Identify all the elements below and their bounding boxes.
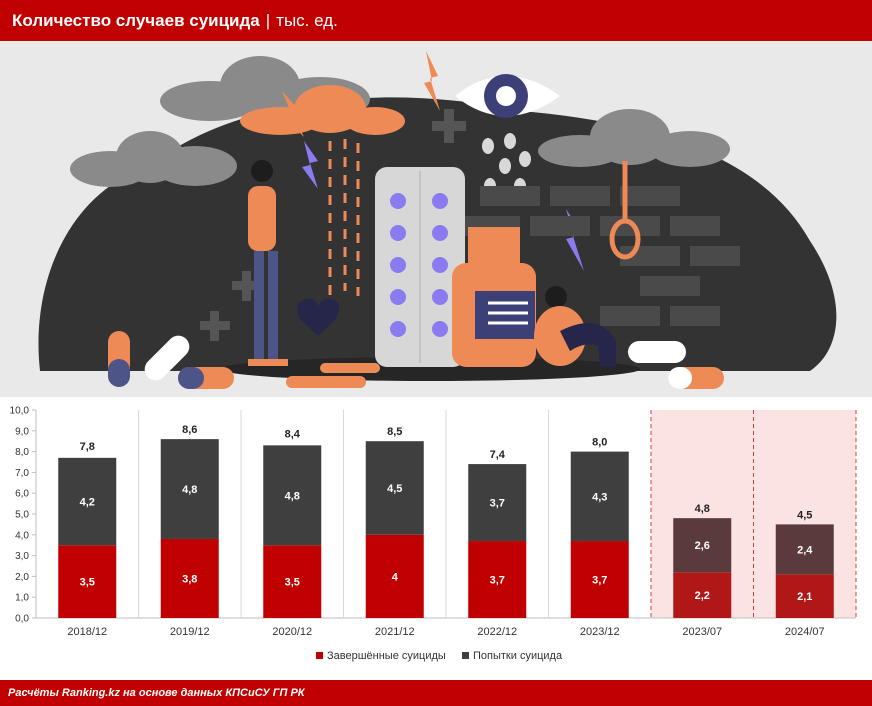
standing-person-icon [248,160,288,366]
data-label-attempts: 4,8 [182,484,197,496]
broken-heart-icon [297,298,340,336]
data-label-total: 7,4 [490,449,506,461]
bar-completed [263,545,322,618]
lightning-bolt-icon-4 [302,141,318,189]
bar-attempts [775,524,834,575]
data-label-completed: 3,8 [182,573,197,585]
x-tick-label: 2023/07 [682,626,722,638]
x-tick-label: 2018/12 [67,626,107,638]
data-label-completed: 2,2 [695,590,710,602]
x-tick-label: 2019/12 [170,626,210,638]
legend-swatch-completed [316,652,323,659]
y-tick-label: 9,0 [15,426,29,437]
bar-completed [570,541,629,618]
eye-icon [455,74,560,118]
data-label-total: 4,5 [797,509,812,521]
orange-puddles [286,363,380,388]
y-tick-label: 4,0 [15,530,29,541]
data-label-completed: 2,1 [797,591,812,603]
data-label-completed: 3,5 [285,577,300,589]
x-tick-label: 2020/12 [272,626,312,638]
pill-blister-icon [375,167,465,367]
lightning-bolt-icon-2 [424,51,440,111]
y-tick-label: 8,0 [15,447,29,458]
y-tick-label: 7,0 [15,468,29,479]
data-label-attempts: 4,8 [285,490,300,502]
bar-attempts [673,518,732,573]
lightning-bolt-icon [282,91,304,137]
y-tick-label: 0,0 [15,614,29,625]
bar-completed [775,574,834,618]
legend-swatch-attempts [462,652,469,659]
plus-sign-icons [200,109,466,341]
data-label-attempts: 4,3 [592,491,607,503]
bar-completed [58,545,117,618]
bar-attempts [570,451,629,542]
x-tick-label: 2023/12 [580,626,620,638]
illustration-art [38,51,837,389]
y-tick-label: 2,0 [15,572,29,583]
cloud-left-icon [70,131,237,187]
rain-streaks [328,139,360,301]
bar-attempts [160,439,219,539]
sitting-person-icon [534,286,616,367]
y-tick-label: 3,0 [15,551,29,562]
x-tick-label: 2021/12 [375,626,415,638]
data-label-completed: 4 [392,571,399,583]
chart-area: 0,0 1,0 2,0 3,0 4,0 5,0 6,0 7,0 8,0 9,0 10,0 3,5 4,2… [0,398,872,678]
data-label-attempts: 3,7 [490,498,505,510]
data-label-total: 8,0 [592,437,607,449]
data-label-completed: 3,5 [80,577,95,589]
footer: Расчёты Ranking.kz на основе данных КПСи… [0,680,872,706]
bar-completed [673,572,732,618]
legend-label-attempts: Попытки суицида [473,650,563,662]
data-label-total: 4,8 [695,503,710,515]
noose-icon [609,161,641,260]
data-label-attempts: 2,4 [797,544,813,556]
y-tick-label: 5,0 [15,510,29,521]
legend-label-completed: Завершённые суициды [327,650,446,662]
pill-bottle-icon [452,227,536,367]
bar-attempts [263,445,322,546]
brick-wall [460,186,740,326]
bar-completed [468,541,527,618]
illustration [0,41,872,397]
data-label-total: 7,8 [80,441,95,453]
x-tick-label: 2022/12 [477,626,517,638]
stacked-bar-chart: 0,0 1,0 2,0 3,0 4,0 5,0 6,0 7,0 8,0 9,0 10,0 3,5 4,2… [10,406,857,662]
cloud-right-icon [538,109,730,167]
y-tick-label: 1,0 [15,593,29,604]
y-tick-label: 10,0 [10,406,30,417]
bar-attempts [58,457,117,546]
bar-completed [365,534,424,618]
title-separator: | [265,10,271,30]
y-tick-label: 6,0 [15,489,29,500]
unit-label: тыс. ед. [276,10,338,30]
data-label-completed: 3,7 [592,575,607,587]
source-note: Расчёты Ranking.kz на основе данных КПСи… [8,687,305,699]
capsule-icons [108,331,724,389]
bar-attempts [468,464,527,542]
data-label-total: 8,4 [285,428,301,440]
data-label-attempts: 4,2 [80,497,95,509]
chart-title: Количество случаев суицида [12,10,260,30]
cloud-orange-icon [240,85,405,135]
data-label-total: 8,6 [182,424,197,436]
chart-header: Количество случаев суицида | тыс. ед. [0,0,872,41]
data-label-attempts: 2,6 [695,540,710,552]
bar-completed [160,538,219,618]
data-label-completed: 3,7 [490,575,505,587]
data-label-attempts: 4,5 [387,483,402,495]
bar-attempts [365,441,424,535]
data-label-total: 8,5 [387,426,402,438]
x-tick-label: 2024/07 [785,626,825,638]
